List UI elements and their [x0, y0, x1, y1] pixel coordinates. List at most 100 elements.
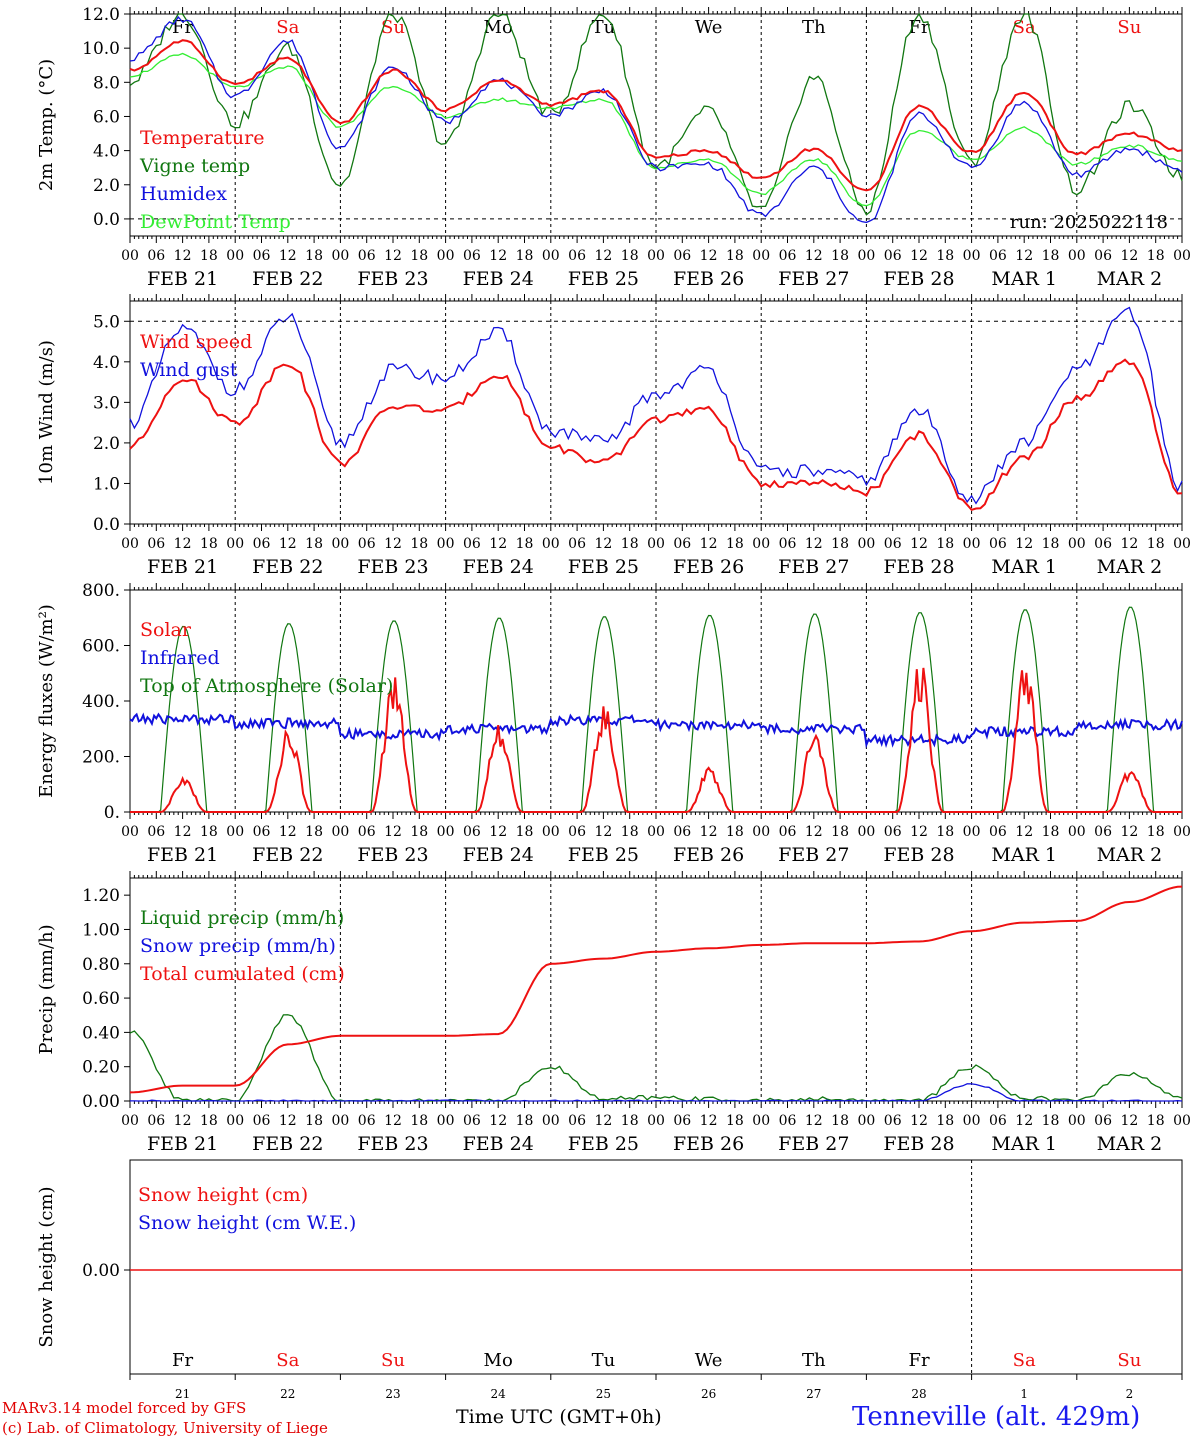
- series-line-temperature: [129, 39, 1183, 192]
- hour-tick-label: 18: [305, 824, 323, 840]
- legend-entry: Liquid precip (mm/h): [140, 907, 344, 929]
- hour-tick-label: 12: [489, 824, 507, 840]
- date-label: MAR 1: [991, 844, 1057, 866]
- hour-tick-label: 12: [384, 248, 402, 264]
- hour-tick-label: 06: [463, 536, 481, 552]
- y-tick-label: 3.0: [93, 393, 120, 413]
- hour-tick-label: 00: [857, 536, 875, 552]
- y-tick-label: 8.0: [93, 73, 120, 93]
- hour-tick-label: 18: [410, 1113, 428, 1129]
- hour-tick-label: 00: [1068, 536, 1086, 552]
- date-label: FEB 26: [673, 1133, 744, 1155]
- hour-tick-label: 18: [936, 248, 954, 264]
- date-label: MAR 2: [1097, 1133, 1163, 1155]
- hour-tick-label: 18: [1147, 536, 1165, 552]
- hour-tick-label: 00: [647, 536, 665, 552]
- weekday-label-bottom: Su: [381, 1350, 405, 1371]
- hour-tick-label: 12: [174, 1113, 192, 1129]
- hour-tick-label: 06: [147, 1113, 165, 1129]
- series-line-solar: [130, 667, 1182, 813]
- series-line-infrared: [129, 712, 1183, 749]
- hour-tick-label: 00: [226, 824, 244, 840]
- y-tick-label: 0.40: [82, 1023, 120, 1043]
- date-label: FEB 26: [673, 556, 744, 578]
- hour-tick-label: 12: [805, 824, 823, 840]
- legend-entry: Temperature: [140, 127, 264, 149]
- hour-tick-label: 00: [331, 248, 349, 264]
- hour-tick-label: 12: [279, 248, 297, 264]
- date-label: MAR 2: [1097, 556, 1163, 578]
- hour-tick-label: 06: [673, 536, 691, 552]
- date-label: FEB 23: [357, 268, 428, 290]
- hour-tick-label: 06: [253, 1113, 271, 1129]
- hour-tick-label: 12: [805, 1113, 823, 1129]
- hour-tick-label: 00: [437, 536, 455, 552]
- day-number-label: 27: [806, 1387, 821, 1401]
- weekday-label-bottom: Su: [1117, 1350, 1141, 1371]
- hour-tick-label: 00: [226, 248, 244, 264]
- hour-tick-label: 00: [752, 536, 770, 552]
- date-label: FEB 24: [463, 1133, 534, 1155]
- hour-tick-label: 18: [200, 824, 218, 840]
- hour-tick-label: 12: [174, 248, 192, 264]
- hour-tick-label: 18: [305, 1113, 323, 1129]
- hour-tick-label: 06: [358, 248, 376, 264]
- y-tick-label: 1.00: [82, 920, 120, 940]
- day-number-label: 23: [385, 1387, 400, 1401]
- date-label: FEB 21: [147, 844, 218, 866]
- y-axis-label: 10m Wind (m/s): [36, 340, 57, 485]
- hour-tick-label: 06: [989, 1113, 1007, 1129]
- date-label: FEB 28: [883, 268, 954, 290]
- hour-tick-label: 18: [831, 536, 849, 552]
- legend-entry: DewPoint Temp: [140, 211, 291, 233]
- hour-tick-label: 12: [279, 824, 297, 840]
- date-label: FEB 23: [357, 844, 428, 866]
- hour-tick-label: 06: [568, 248, 586, 264]
- series-line-dewpoint-temp: [129, 52, 1183, 207]
- y-tick-label: 400.: [82, 692, 120, 712]
- day-number-label: 24: [491, 1387, 507, 1401]
- hour-tick-label: 00: [542, 1113, 560, 1129]
- legend-entry: Infrared: [140, 647, 220, 669]
- hour-tick-label: 12: [1015, 248, 1033, 264]
- date-label: FEB 27: [778, 1133, 849, 1155]
- hour-tick-label: 12: [1015, 536, 1033, 552]
- hour-tick-label: 18: [200, 536, 218, 552]
- hour-tick-label: 00: [331, 824, 349, 840]
- hour-tick-label: 12: [174, 536, 192, 552]
- hour-tick-label: 06: [673, 1113, 691, 1129]
- date-label: FEB 23: [357, 556, 428, 578]
- date-label: FEB 25: [568, 268, 639, 290]
- hour-tick-label: 06: [253, 536, 271, 552]
- series-line-liquid-precip-mm-h-: [129, 1014, 1183, 1102]
- date-label: FEB 25: [568, 1133, 639, 1155]
- date-label: MAR 2: [1097, 844, 1163, 866]
- hour-tick-label: 12: [1120, 1113, 1138, 1129]
- series-line-wind-speed: [129, 358, 1183, 511]
- hour-tick-label: 06: [673, 824, 691, 840]
- date-label: MAR 1: [991, 268, 1057, 290]
- legend-entry: Humidex: [140, 183, 227, 205]
- hour-tick-label: 00: [857, 824, 875, 840]
- date-label: FEB 23: [357, 1133, 428, 1155]
- day-number-label: 2: [1126, 1387, 1134, 1401]
- date-label: FEB 22: [252, 268, 323, 290]
- hour-tick-label: 06: [884, 536, 902, 552]
- date-label: FEB 21: [147, 268, 218, 290]
- series-line-wind-gust: [129, 306, 1183, 505]
- hour-tick-label: 12: [384, 1113, 402, 1129]
- credit-line-2: (c) Lab. of Climatology, University of L…: [2, 1419, 328, 1437]
- run-label: run: 2025022118: [1010, 212, 1168, 233]
- hour-tick-label: 12: [489, 1113, 507, 1129]
- y-tick-label: 4.0: [93, 353, 120, 373]
- legend-entry: Snow precip (mm/h): [140, 935, 336, 957]
- y-tick-label: 0.80: [82, 955, 120, 975]
- hour-tick-label: 12: [384, 824, 402, 840]
- hour-tick-label: 18: [1147, 824, 1165, 840]
- hour-tick-label: 00: [963, 536, 981, 552]
- day-number-label: 21: [175, 1387, 190, 1401]
- hour-tick-label: 00: [647, 248, 665, 264]
- date-label: FEB 21: [147, 1133, 218, 1155]
- hour-tick-label: 06: [884, 248, 902, 264]
